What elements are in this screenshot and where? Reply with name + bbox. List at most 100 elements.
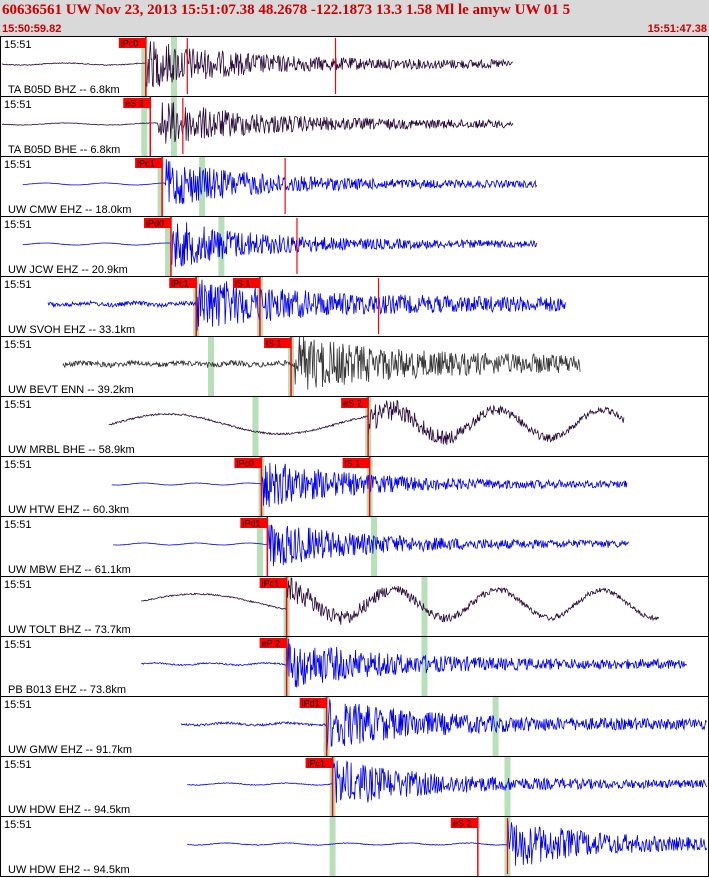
- pick-tag: [259, 578, 287, 588]
- pick-tag: [341, 398, 369, 408]
- trace-row: iPc1 iS 1 15:51 UW SVOH EHZ -- 33.1km: [0, 276, 709, 337]
- pick-window-band: [492, 697, 499, 756]
- trace-time-tag: 15:51: [4, 579, 32, 591]
- pick-label: eP 2: [262, 639, 280, 649]
- station-label: UW BEVT ENN -- 39.2km: [8, 384, 134, 396]
- pick-tag: [240, 518, 268, 528]
- trace-row: iPc0 15:51 TA B05D BHZ -- 6.8km: [0, 36, 709, 97]
- pick-window-band: [252, 397, 259, 456]
- waveform: [187, 820, 708, 866]
- station-label: TA B05D BHZ -- 6.8km: [8, 84, 120, 96]
- pick-window-band: [141, 97, 148, 156]
- pick-label: iS 1: [345, 459, 361, 469]
- trace-time-tag: 15:51: [4, 279, 32, 291]
- pick-tag: [259, 638, 287, 648]
- pick-tag: [232, 278, 260, 288]
- seismogram-panel: iPc0 15:51 TA B05D BHZ -- 6.8km eS 2 15:51 TA…: [0, 36, 709, 877]
- pick-window-band: [421, 577, 428, 636]
- trace-row: iPd0 15:51 UW JCW EHZ -- 20.9km: [0, 216, 709, 277]
- end-time: 15:51:47.38: [647, 23, 707, 35]
- pick-tag: [118, 38, 146, 48]
- pick-tag: [143, 218, 171, 228]
- waveform: [187, 758, 708, 803]
- station-label: UW CMW EHZ -- 18.0km: [8, 204, 131, 216]
- waveform: [47, 279, 566, 331]
- station-label: UW HDW EH2 -- 94.5km: [8, 864, 130, 876]
- station-label: UW GMW EHZ -- 91.7km: [8, 744, 132, 756]
- waveform: [141, 577, 659, 625]
- pick-label: eS 2: [125, 99, 144, 109]
- pick-label: iPc0: [236, 459, 254, 469]
- station-label: TA B05D BHE -- 6.8km: [8, 144, 120, 156]
- pick-window-band: [421, 637, 428, 696]
- trace-row: eS 2 15:51 UW HDW EH2 -- 94.5km: [0, 816, 709, 877]
- event-title: 60636561 UW Nov 23, 2013 15:51:07.38 48.…: [2, 2, 571, 18]
- trace-row: iPc1 15:51 UW TOLT BHZ -- 73.7km: [0, 576, 709, 637]
- trace-time-tag: 15:51: [4, 759, 32, 771]
- trace-time-tag: 15:51: [4, 219, 32, 231]
- station-label: UW HTW EHZ -- 60.3km: [8, 504, 129, 516]
- pick-window-band: [165, 217, 172, 276]
- pick-label: iPc1: [308, 759, 326, 769]
- pick-tag: [234, 458, 262, 468]
- pick-label: iPc1: [137, 159, 155, 169]
- waveform: [22, 222, 537, 268]
- pick-window-band: [218, 217, 225, 276]
- pick-label: iPd1: [302, 699, 320, 709]
- pick-tag: [299, 698, 327, 708]
- station-label: UW JCW EHZ -- 20.9km: [8, 264, 128, 276]
- waveform: [1, 102, 514, 144]
- trace-time-tag: 15:51: [4, 39, 32, 51]
- pick-tag: [342, 458, 370, 468]
- trace-row: eP 2 15:51 PB B013 EHZ -- 73.8km: [0, 636, 709, 697]
- station-label: UW MBW EHZ -- 61.1km: [8, 564, 131, 576]
- pick-label: iPc1: [262, 579, 280, 589]
- trace-time-tag: 15:51: [4, 639, 32, 651]
- trace-time-tag: 15:51: [4, 699, 32, 711]
- waveform: [62, 336, 581, 390]
- pick-tag: [123, 98, 151, 108]
- pick-label: iS 1: [235, 279, 251, 289]
- pick-tag: [264, 338, 292, 348]
- pick-label: iPc0: [121, 39, 139, 49]
- trace-row: iPc1 15:51 UW CMW EHZ -- 18.0km: [0, 156, 709, 217]
- pick-label: iPd1: [242, 519, 260, 529]
- header-bar: 60636561 UW Nov 23, 2013 15:51:07.38 48.…: [0, 0, 709, 36]
- pick-window-band: [329, 817, 336, 876]
- pick-tag: [135, 158, 163, 168]
- station-label: UW MRBL BHE -- 58.9km: [8, 444, 135, 456]
- station-label: PB B013 EHZ -- 73.8km: [8, 684, 126, 696]
- waveform: [1, 41, 514, 88]
- pick-window-band: [371, 517, 378, 576]
- pick-window-band: [256, 517, 263, 576]
- start-time: 15:50:59.82: [2, 23, 62, 35]
- pick-label: iPd0: [146, 219, 164, 229]
- waveform: [22, 159, 537, 205]
- pick-label: iS 1: [266, 339, 282, 349]
- pick-tag: [305, 758, 333, 768]
- waveform: [181, 699, 707, 751]
- trace-time-tag: 15:51: [4, 519, 32, 531]
- pick-tag: [450, 818, 478, 828]
- trace-row: iPc1 15:51 UW HDW EHZ -- 94.5km: [0, 756, 709, 817]
- trace-row: iPc0 iS 1 15:51 UW HTW EHZ -- 60.3km: [0, 456, 709, 517]
- trace-row: eS 2 15:51 TA B05D BHE -- 6.8km: [0, 96, 709, 157]
- trace-row: iPd1 15:51 UW MBW EHZ -- 61.1km: [0, 516, 709, 577]
- pick-label: eS 2: [453, 819, 472, 829]
- trace-time-tag: 15:51: [4, 159, 32, 171]
- pick-window-band: [157, 157, 164, 216]
- pick-label: eS 2: [343, 399, 362, 409]
- trace-time-tag: 15:51: [4, 459, 32, 471]
- trace-row: iS 1 15:51 UW BEVT ENN -- 39.2km: [0, 336, 709, 397]
- waveform: [113, 524, 629, 567]
- station-label: UW TOLT BHZ -- 73.7km: [8, 624, 131, 636]
- waveform: [108, 399, 625, 445]
- pick-window-band: [504, 757, 511, 816]
- pick-label: iPc1: [171, 279, 189, 289]
- waveform: [141, 638, 687, 688]
- station-label: UW SVOH EHZ -- 33.1km: [8, 324, 135, 336]
- pick-tag: [169, 278, 197, 288]
- trace-time-tag: 15:51: [4, 399, 32, 411]
- station-label: UW HDW EHZ -- 94.5km: [8, 804, 130, 816]
- trace-time-tag: 15:51: [4, 339, 32, 351]
